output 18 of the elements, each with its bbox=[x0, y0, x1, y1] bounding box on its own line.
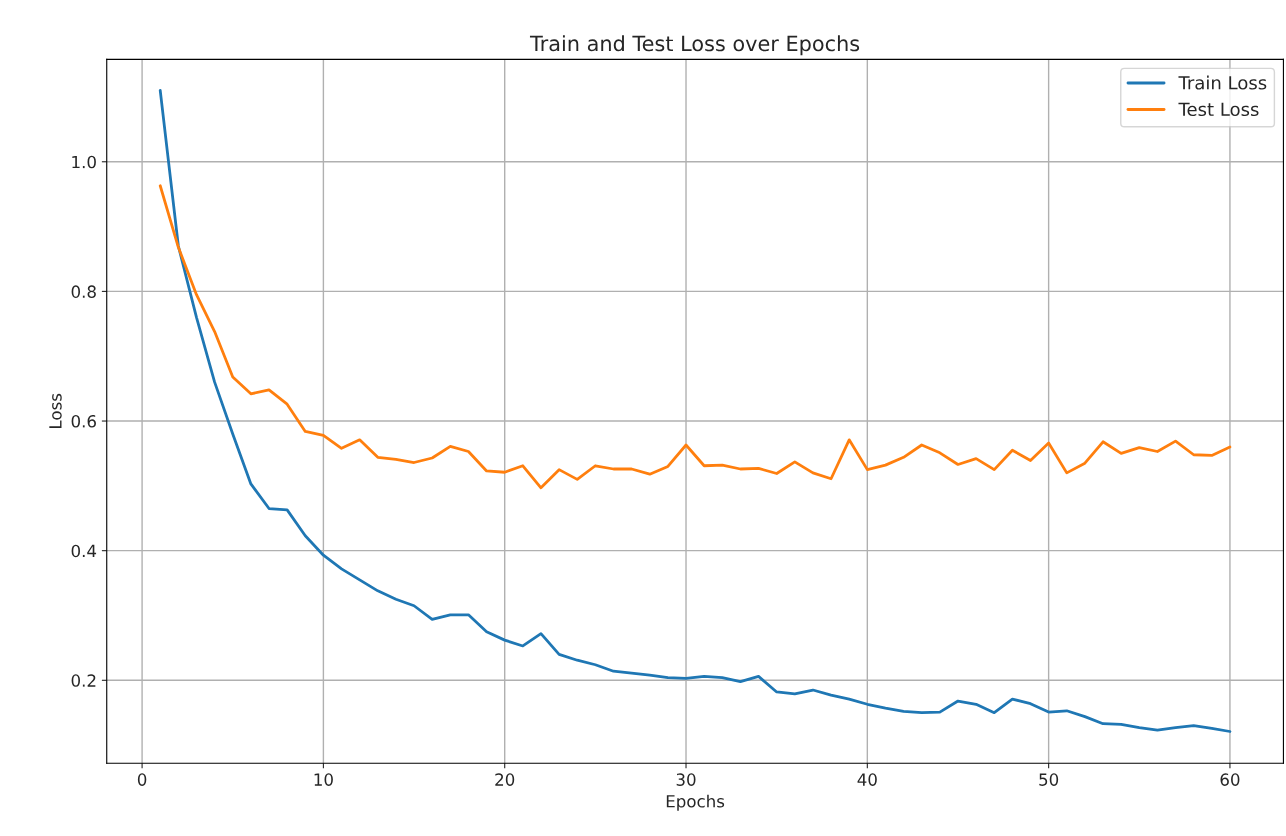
x-tick-label: 10 bbox=[314, 773, 333, 786]
y-axis-title: Loss bbox=[49, 393, 62, 428]
y-tick-label: 0.8 bbox=[71, 285, 96, 298]
x-axis-title: Epochs bbox=[666, 794, 725, 811]
legend-label: Train Loss bbox=[1178, 75, 1267, 90]
x-tick-label: 30 bbox=[676, 773, 696, 786]
y-tick-label: 0.2 bbox=[71, 674, 96, 687]
line-series bbox=[158, 184, 1232, 490]
x-tick-label: 20 bbox=[495, 773, 515, 786]
x-tick-label: 60 bbox=[1220, 773, 1240, 786]
y-tick-label: 0.4 bbox=[71, 544, 97, 558]
x-tick-label: 0 bbox=[137, 773, 147, 786]
x-tick-label: 50 bbox=[1039, 773, 1059, 786]
x-tick-label: 40 bbox=[857, 773, 877, 786]
legend-label: Test Loss bbox=[1178, 102, 1259, 117]
chart-title: Train and Test Loss over Epochs bbox=[529, 35, 860, 56]
y-tick-label: 0.6 bbox=[71, 415, 96, 428]
y-tick-label: 1.0 bbox=[72, 155, 96, 169]
